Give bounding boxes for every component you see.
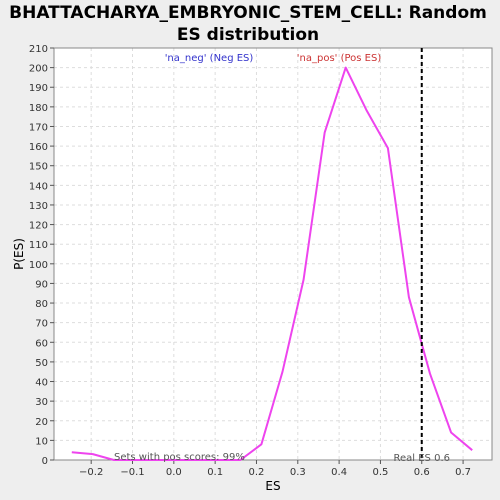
chart-title-line-2: ES distribution [177,25,319,45]
x-tick-label: 0.3 [290,467,306,478]
chart-title-line-1: BHATTACHARYA_EMBRYONIC_STEM_CELL: Random [9,3,487,23]
y-tick-label: 140 [29,181,48,192]
y-axis-label: P(ES) [12,238,26,270]
y-tick-label: 60 [35,338,48,349]
y-tick-label: 20 [35,417,48,428]
y-tick-label: 30 [35,397,48,408]
plot-background [54,48,492,460]
y-tick-label: 0 [42,456,48,467]
y-tick-label: 190 [29,83,48,94]
x-tick-label: 0.1 [207,467,223,478]
x-tick-label: −0.1 [120,467,144,478]
y-tick-label: 50 [35,358,48,369]
y-tick-label: 120 [29,221,48,232]
y-tick-label: 90 [35,279,48,290]
y-axis-ticks: 0 10 20 30 40 50 60 70 80 90 100 110 120 130 140 150 160… [29,44,54,467]
x-tick-label: 0.5 [372,467,388,478]
x-tick-label: 0.7 [455,467,471,478]
pos-scores-annotation: Sets with pos scores: 99% [114,452,245,463]
y-tick-label: 180 [29,103,48,114]
x-tick-label: 0.2 [249,467,265,478]
y-tick-label: 10 [35,436,48,447]
y-tick-label: 100 [29,260,48,271]
x-axis-ticks: −0.2 −0.1 0.0 0.1 0.2 0.3 0.4 0.5 0.6 0.7 [79,460,471,478]
series-layer [71,66,473,461]
legend-item-pos: 'na_pos' (Pos ES) [297,53,382,64]
y-tick-label: 40 [35,378,48,389]
plot-frame [53,47,493,461]
series-line [71,66,473,461]
x-tick-label: 0.6 [414,467,430,478]
y-tick-label: 160 [29,142,48,153]
x-axis-label: ES [265,479,280,493]
real-es-label: Real ES 0.6 [394,453,450,464]
y-tick-label: 80 [35,299,48,310]
y-tick-label: 70 [35,319,48,330]
y-tick-label: 150 [29,162,48,173]
grid [54,47,492,461]
y-tick-label: 110 [29,240,48,251]
x-tick-label: 0.0 [166,467,182,478]
legend-item-neg: 'na_neg' (Neg ES) [165,53,254,64]
y-tick-label: 200 [29,64,48,75]
x-tick-label: 0.4 [331,467,347,478]
x-tick-label: −0.2 [79,467,103,478]
y-tick-label: 170 [29,122,48,133]
y-tick-label: 210 [29,44,48,55]
y-tick-label: 130 [29,201,48,212]
